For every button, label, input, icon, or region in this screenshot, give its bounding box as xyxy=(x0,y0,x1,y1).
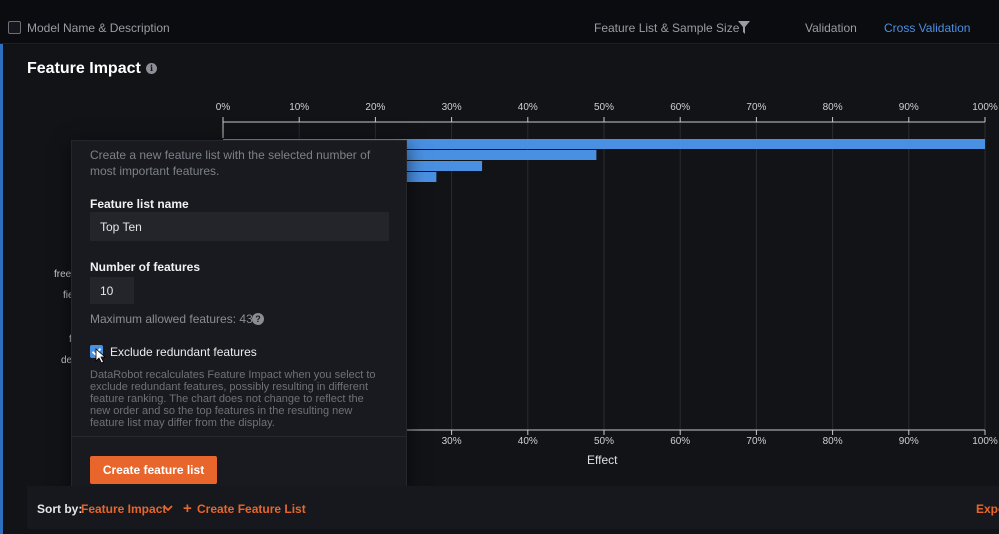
select-all-checkbox[interactable] xyxy=(8,21,21,34)
bottom-tick-label: 70% xyxy=(746,436,766,447)
redundancy-note: DataRobot recalculates Feature Impact wh… xyxy=(90,369,376,429)
bottom-tick-label: 40% xyxy=(518,436,538,447)
mouse-cursor-icon xyxy=(95,348,107,364)
feature-label: fie xyxy=(63,290,74,301)
create-feature-list-link[interactable]: Create Feature List xyxy=(197,502,306,516)
top-tick-label: 50% xyxy=(594,102,614,113)
x-axis-label: Effect xyxy=(587,453,618,467)
checkmark-icon xyxy=(91,347,102,356)
info-icon[interactable]: i xyxy=(146,63,157,74)
create-feature-list-popup: Create a new feature list with the selec… xyxy=(71,140,407,493)
filter-icon[interactable] xyxy=(738,21,750,35)
help-icon[interactable]: ? xyxy=(252,313,264,325)
top-tick-label: 60% xyxy=(670,102,690,113)
top-tick-label: 90% xyxy=(899,102,919,113)
feature-label: f xyxy=(69,334,72,345)
impact-bar xyxy=(223,139,985,149)
left-accent-bar xyxy=(0,0,3,534)
bottom-tick-label: 80% xyxy=(823,436,843,447)
top-tick-label: 100% xyxy=(972,102,998,113)
sort-dropdown[interactable]: Feature Impact xyxy=(81,502,167,516)
number-of-features-label: Number of features xyxy=(90,260,201,274)
bottom-tick-label: 100% xyxy=(972,436,998,447)
model-name-column[interactable]: Model Name & Description xyxy=(27,21,170,35)
plus-icon[interactable]: + xyxy=(183,500,192,517)
popup-divider xyxy=(72,436,406,437)
top-tick-label: 30% xyxy=(442,102,462,113)
page-title: Feature Impact xyxy=(27,60,141,77)
feature-list-column[interactable]: Feature List & Sample Size xyxy=(594,21,740,35)
validation-column[interactable]: Validation xyxy=(805,21,857,35)
bottom-tick-label: 50% xyxy=(594,436,614,447)
export-link[interactable]: Expo xyxy=(976,502,999,516)
cross-validation-column[interactable]: Cross Validation xyxy=(884,21,971,35)
sort-toolbar: Sort by: Feature Impact + Create Feature… xyxy=(27,486,999,529)
popup-description: Create a new feature list with the selec… xyxy=(90,148,371,178)
feature-label: free xyxy=(54,269,72,280)
feature-label: de xyxy=(61,355,73,366)
chevron-down-icon[interactable] xyxy=(163,503,173,513)
max-features-text: Maximum allowed features: 43 xyxy=(90,312,253,326)
top-tick-label: 70% xyxy=(746,102,766,113)
bottom-tick-label: 60% xyxy=(670,436,690,447)
top-tick-label: 0% xyxy=(216,102,231,113)
top-tick-label: 20% xyxy=(365,102,385,113)
create-feature-list-button[interactable]: Create feature list xyxy=(90,456,217,484)
feature-list-name-label: Feature list name xyxy=(90,197,189,211)
top-tick-label: 40% xyxy=(518,102,538,113)
exclude-redundant-label[interactable]: Exclude redundant features xyxy=(110,345,257,359)
number-of-features-input[interactable] xyxy=(90,277,134,304)
top-tick-label: 10% xyxy=(289,102,309,113)
feature-list-name-input[interactable] xyxy=(90,212,389,241)
bottom-tick-label: 30% xyxy=(442,436,462,447)
sort-by-label: Sort by: xyxy=(37,502,83,516)
impact-bar xyxy=(223,150,597,160)
bottom-tick-label: 90% xyxy=(899,436,919,447)
model-header-bar: Model Name & Description Feature List & … xyxy=(0,0,999,44)
top-tick-label: 80% xyxy=(823,102,843,113)
